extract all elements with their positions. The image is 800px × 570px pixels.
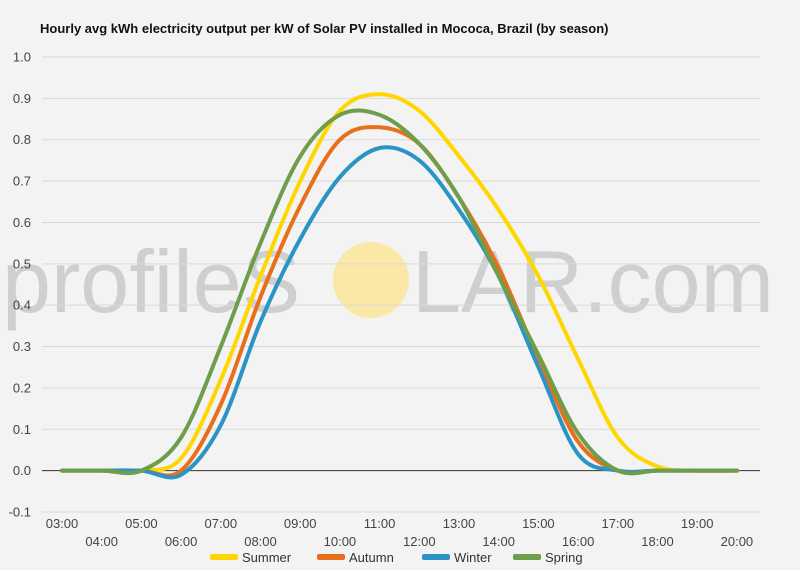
x-tick-label: 08:00 — [244, 534, 277, 549]
x-tick-label: 07:00 — [205, 516, 238, 531]
y-tick-label: 0.0 — [13, 463, 31, 478]
y-tick-label: -0.1 — [9, 505, 31, 520]
y-tick-label: 0.6 — [13, 215, 31, 230]
series-line-spring — [60, 108, 739, 476]
y-tick-label: 1.0 — [13, 50, 31, 65]
y-tick-label: 0.1 — [13, 422, 31, 437]
x-tick-label: 06:00 — [165, 534, 198, 549]
y-tick-label: 0.2 — [13, 380, 31, 395]
legend-label-spring: Spring — [545, 550, 583, 565]
x-tick-label: 09:00 — [284, 516, 317, 531]
legend-swatch-spring — [513, 554, 541, 560]
y-tick-label: 0.9 — [13, 91, 31, 106]
legend-label-autumn: Autumn — [349, 550, 394, 565]
legend-swatch-autumn — [317, 554, 345, 560]
watermark: profileS LAR.com — [2, 232, 774, 331]
watermark-sun — [333, 242, 409, 318]
y-axis-ticks: 1.0 0.9 0.8 0.7 0.6 0.5 0.4 0.3 0.2 0.1 0.0 -0.1 — [9, 50, 31, 520]
y-tick-label: 0.7 — [13, 174, 31, 189]
x-tick-label: 19:00 — [681, 516, 714, 531]
y-tick-label: 0.5 — [13, 256, 31, 271]
legend-label-summer: Summer — [242, 550, 292, 565]
x-tick-label: 18:00 — [641, 534, 674, 549]
watermark-right-text: LAR.com — [412, 232, 774, 331]
x-tick-label: 16:00 — [562, 534, 595, 549]
x-tick-label: 03:00 — [46, 516, 79, 531]
y-tick-label: 0.8 — [13, 132, 31, 147]
chart-title: Hourly avg kWh electricity output per kW… — [40, 21, 609, 36]
x-tick-label: 11:00 — [364, 516, 396, 531]
legend-swatch-winter — [422, 554, 450, 560]
legend-swatch-summer — [210, 554, 238, 560]
x-tick-label: 05:00 — [125, 516, 158, 531]
y-tick-label: 0.4 — [13, 298, 31, 313]
x-tick-label: 10:00 — [324, 534, 357, 549]
series-lines — [60, 92, 739, 480]
legend: Summer Autumn Winter Spring — [210, 550, 583, 565]
x-axis-ticks: 03:00 04:00 05:00 06:00 07:00 08:00 09:00 10:00… — [46, 516, 753, 549]
x-tick-label: 14:00 — [482, 534, 515, 549]
y-tick-label: 0.3 — [13, 339, 31, 354]
x-tick-label: 15:00 — [522, 516, 555, 531]
legend-label-winter: Winter — [454, 550, 492, 565]
x-tick-label: 04:00 — [85, 534, 118, 549]
series-line-summer — [60, 92, 739, 474]
x-tick-label: 20:00 — [721, 534, 754, 549]
watermark-left-text: profileS — [2, 232, 300, 331]
x-tick-label: 12:00 — [403, 534, 436, 549]
x-tick-label: 13:00 — [443, 516, 476, 531]
x-tick-label: 17:00 — [602, 516, 635, 531]
